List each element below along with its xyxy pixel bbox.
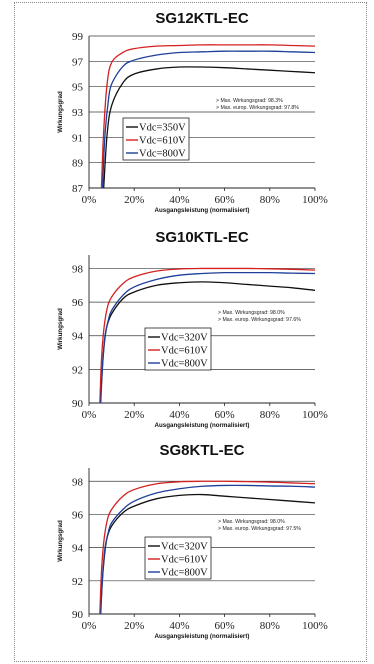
y-tick-label: 91 <box>72 132 83 144</box>
series-line <box>103 66 316 188</box>
y-tick-label: 87 <box>72 183 84 195</box>
series-line <box>99 480 316 614</box>
legend-label: Vdc=610V <box>161 346 208 357</box>
efficiency-note: > Max. europ. Wirkungsgrad: 97.5% <box>218 526 301 532</box>
legend-label: Vdc=800V <box>161 359 208 370</box>
y-tick-label: 97 <box>72 56 84 68</box>
x-tick-label: 0% <box>82 409 97 421</box>
legend-label: Vdc=610V <box>161 555 208 566</box>
x-axis-label: Ausgangsleistung (normalisiert) <box>155 633 250 640</box>
x-tick-label: 80% <box>260 409 280 421</box>
x-tick-label: 0% <box>82 620 97 632</box>
efficiency-charts: SG12KTL-EC 87 89 91 93 95 97 99 0% 20% 40% 60% 80% 10… <box>57 10 328 640</box>
x-tick-label: 100% <box>302 409 328 421</box>
efficiency-datasheet-panel: SG12KTL-EC 87 89 91 93 95 97 99 0% 20% 40% 60% 80% 10… <box>14 2 367 662</box>
x-tick-label: 60% <box>215 194 235 206</box>
x-axis-label: Ausgangsleistung (normalisiert) <box>155 422 250 429</box>
y-tick-label: 94 <box>72 543 84 555</box>
y-tick-label: 99 <box>72 31 84 43</box>
x-tick-label: 40% <box>169 620 189 632</box>
series-line <box>100 484 316 614</box>
efficiency-note: > Max. europ. Wirkungsgrad: 97.8% <box>216 105 299 111</box>
y-tick-label: 96 <box>72 297 84 309</box>
x-tick-label: 40% <box>169 409 189 421</box>
x-tick-label: 80% <box>260 194 280 206</box>
y-tick-label: 90 <box>72 398 84 410</box>
series-line <box>99 267 316 403</box>
y-tick-label: 92 <box>72 364 83 376</box>
legend-label: Vdc=800V <box>161 568 208 579</box>
x-tick-label: 0% <box>82 194 97 206</box>
x-tick-label: 60% <box>215 620 235 632</box>
y-axis-label: Wirkungsgrad <box>57 520 64 562</box>
chart-title: SG8KTL-EC <box>159 442 244 459</box>
y-tick-label: 93 <box>72 107 84 119</box>
series-line <box>101 50 316 188</box>
series-line <box>100 271 316 403</box>
y-tick-label: 95 <box>72 82 84 94</box>
x-tick-label: 60% <box>215 409 235 421</box>
x-tick-label: 100% <box>302 620 328 632</box>
legend-label: Vdc=320V <box>161 542 208 553</box>
legend-label: Vdc=800V <box>139 149 186 160</box>
x-tick-label: 80% <box>260 620 280 632</box>
x-axis-label: Ausgangsleistung (normalisiert) <box>155 207 250 214</box>
y-tick-label: 92 <box>72 576 83 588</box>
legend-label: Vdc=320V <box>161 333 208 344</box>
y-tick-label: 90 <box>72 609 84 621</box>
x-tick-label: 20% <box>124 620 144 632</box>
y-tick-label: 94 <box>72 331 84 343</box>
x-tick-label: 20% <box>124 194 144 206</box>
efficiency-note: > Max. Wirkungsgrad: 98.0% <box>218 310 285 316</box>
chart-title: SG10KTL-EC <box>155 229 249 246</box>
y-tick-label: 98 <box>72 476 84 488</box>
y-tick-label: 98 <box>72 263 84 275</box>
legend-label: Vdc=610V <box>139 136 186 147</box>
x-tick-label: 20% <box>124 409 144 421</box>
y-axis-label: Wirkungsgrad <box>57 91 64 133</box>
efficiency-note: > Max. Wirkungsgrad: 98.3% <box>216 98 283 104</box>
y-tick-label: 89 <box>72 158 84 170</box>
chart-title: SG12KTL-EC <box>155 10 249 27</box>
y-tick-label: 96 <box>72 509 84 521</box>
efficiency-note: > Max. Wirkungsgrad: 98.0% <box>218 519 285 525</box>
efficiency-note: > Max. europ. Wirkungsgrad: 97.6% <box>218 317 301 323</box>
x-tick-label: 40% <box>169 194 189 206</box>
series-line <box>100 44 316 188</box>
x-tick-label: 100% <box>302 194 328 206</box>
y-axis-label: Wirkungsgrad <box>57 308 64 350</box>
legend-label: Vdc=350V <box>139 123 186 134</box>
